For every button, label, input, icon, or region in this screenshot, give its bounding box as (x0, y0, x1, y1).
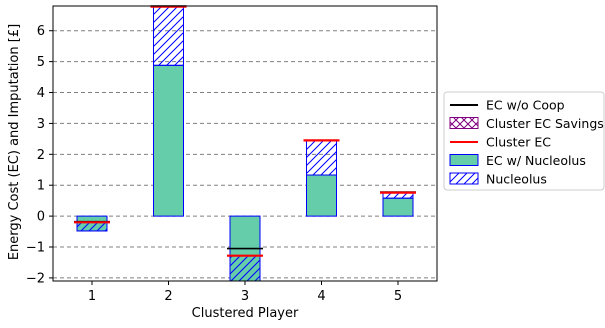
x-axis-ticks: 1 2 3 4 5 (88, 281, 402, 304)
x-tick-label: 1 (88, 289, 96, 304)
legend-item: EC w/ Nucleolus (449, 153, 586, 168)
x-tick-label: 5 (394, 289, 402, 304)
y-tick-label: 6 (37, 24, 45, 39)
y-tick-label: −2 (26, 271, 45, 286)
ec-nucleolus-bar (153, 64, 184, 217)
nucleolus-bar (229, 255, 261, 282)
legend-item: Nucleolus (449, 172, 547, 187)
bars (76, 6, 414, 282)
nucleolus-bar (153, 6, 184, 66)
y-tick-label: 0 (37, 210, 45, 225)
y-tick-label: 3 (37, 117, 45, 132)
y-tick-label: 2 (37, 148, 45, 163)
y-tick-label: −1 (26, 241, 45, 256)
y-tick-label: 4 (37, 86, 45, 101)
legend-label: Cluster EC (486, 135, 551, 150)
legend: EC w/o Coop Cluster EC Savings Cluster EC E… (443, 91, 605, 191)
legend-label: Cluster EC Savings (486, 116, 604, 131)
nucleolus-bar (76, 221, 108, 232)
legend-hatch-swatch (449, 117, 479, 129)
legend-item: Cluster EC Savings (449, 116, 604, 131)
legend-frame (443, 91, 605, 191)
y-tick-label: 1 (37, 179, 45, 194)
legend-label: Nucleolus (486, 172, 547, 187)
legend-fill-swatch (449, 154, 479, 166)
x-tick-label: 3 (241, 289, 249, 304)
legend-item: Cluster EC (450, 135, 551, 150)
ec-nucleolus-bar (382, 197, 414, 217)
y-tick-label: 5 (37, 55, 45, 70)
legend-label: EC w/ Nucleolus (486, 153, 586, 168)
x-tick-label: 2 (164, 289, 172, 304)
legend-label: EC w/o Coop (486, 98, 565, 113)
legend-hatch-swatch (449, 172, 479, 185)
ec-nucleolus-bar (306, 174, 337, 217)
x-axis-label: Clustered Player (192, 306, 299, 321)
y-axis-ticks: −2 −1 0 1 2 3 4 5 6 (26, 24, 53, 286)
x-tick-label: 4 (317, 289, 325, 304)
y-axis-label: Energy Cost (EC) and Imputation [£] (7, 24, 22, 260)
legend-item: EC w/o Coop (450, 98, 565, 113)
nucleolus-bar (306, 139, 337, 176)
